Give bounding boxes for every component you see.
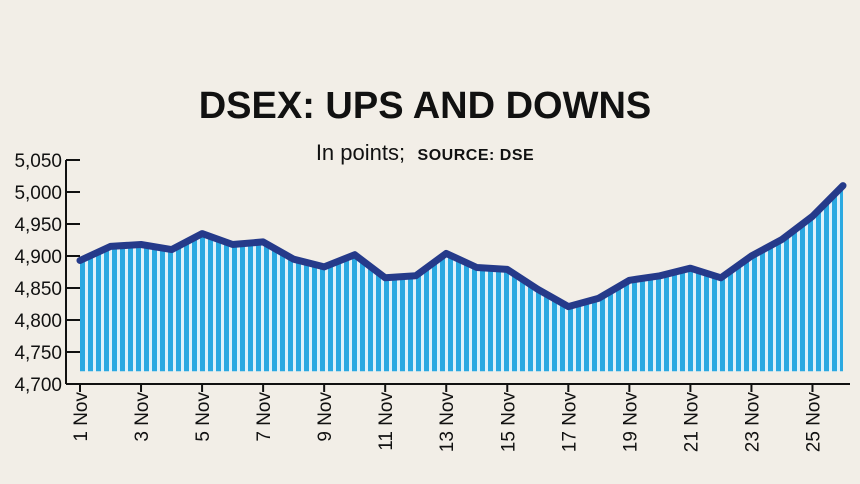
data-point <box>321 264 327 270</box>
data-point <box>169 247 175 253</box>
x-tick-label: 11 Nov <box>376 392 397 451</box>
data-point <box>199 231 205 237</box>
data-point <box>260 239 266 245</box>
data-point <box>352 252 358 258</box>
chart-subtitle: In points; SOURCE: DSE <box>316 140 534 165</box>
y-tick-label: 4,950 <box>14 215 62 236</box>
x-tick-label: 23 Nov <box>742 392 763 453</box>
data-point <box>413 273 419 279</box>
x-tick-label: 9 Nov <box>315 392 336 442</box>
x-tick-label: 1 Nov <box>71 392 92 442</box>
data-point <box>535 286 541 292</box>
y-tick-label: 4,850 <box>14 279 62 300</box>
x-tick-label: 5 Nov <box>193 392 214 442</box>
y-tick-label: 4,900 <box>14 247 62 268</box>
subtitle-unit: In points; <box>316 140 405 165</box>
subtitle-source: SOURCE: DSE <box>418 147 535 164</box>
x-tick-label: 25 Nov <box>804 392 825 453</box>
x-tick-label: 21 Nov <box>681 392 702 453</box>
y-tick-label: 5,050 <box>14 151 62 172</box>
x-tick-label: 17 Nov <box>559 392 580 453</box>
data-point <box>687 265 693 271</box>
data-point <box>108 243 113 249</box>
x-tick-label: 13 Nov <box>437 392 458 453</box>
data-point <box>779 236 785 242</box>
data-point <box>748 253 754 259</box>
data-point <box>382 275 388 281</box>
x-tick-label: 3 Nov <box>132 392 153 442</box>
y-tick-label: 4,700 <box>14 375 62 396</box>
data-point <box>565 304 571 310</box>
data-point <box>840 183 846 189</box>
data-point <box>657 273 663 279</box>
data-point <box>596 295 602 301</box>
data-point <box>504 266 510 272</box>
data-point <box>443 250 449 256</box>
chart-title: DSEX: UPS AND DOWNS <box>199 85 652 127</box>
plot-area: 5,050 5,000 4,950 4,900 4,850 4,800 4,750 4,700… <box>14 151 850 453</box>
area-fill <box>80 185 843 372</box>
x-tick-label: 19 Nov <box>620 392 641 453</box>
data-point <box>474 265 480 270</box>
data-point <box>291 256 297 262</box>
data-point <box>77 258 83 263</box>
y-tick-label: 5,000 <box>14 183 62 204</box>
x-tick-label: 15 Nov <box>498 392 519 453</box>
y-tick-label: 4,750 <box>14 343 62 364</box>
data-point <box>230 242 236 247</box>
data-point <box>138 242 144 247</box>
data-point <box>810 213 815 219</box>
series-line <box>76 182 847 311</box>
data-point <box>626 277 632 283</box>
data-point <box>718 275 724 281</box>
y-tick-label: 4,800 <box>14 311 62 332</box>
x-tick-label: 7 Nov <box>254 392 275 442</box>
